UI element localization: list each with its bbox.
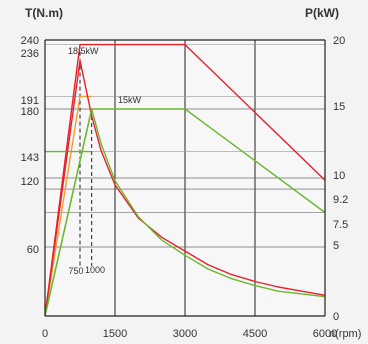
y-left-tick-label-5: 236 xyxy=(21,48,39,60)
x-tick-label-4: 6000 xyxy=(313,328,337,340)
y-left-tick-label-1: 120 xyxy=(21,176,39,188)
series-line-4 xyxy=(44,60,326,317)
y-right-axis-title: P(kW) xyxy=(305,6,339,20)
x-tick-label-2: 3000 xyxy=(173,328,197,340)
y-right-tick-label-0: 0 xyxy=(333,311,339,323)
dashed-guides xyxy=(79,44,93,266)
y-left-tick-label-0: 60 xyxy=(27,244,39,256)
y-left-tick-label-4: 191 xyxy=(21,95,39,107)
y-right-tick-label-1: 5 xyxy=(333,240,339,252)
y-right-tick-label-3: 9.2 xyxy=(333,194,348,206)
x-tick-label-3: 4500 xyxy=(243,328,267,340)
annotation-1: 15kW xyxy=(118,95,142,105)
x-tick-label-1: 1500 xyxy=(103,328,127,340)
annotation-3: 1000 xyxy=(85,265,105,275)
axes xyxy=(44,39,326,317)
x-axis-title: n(rpm) xyxy=(329,328,361,340)
series-line-5 xyxy=(44,108,326,317)
y-left-axis-title: T(N.m) xyxy=(25,6,63,20)
series-line-0 xyxy=(44,43,326,317)
y-right-tick-label-5: 15 xyxy=(333,101,345,113)
y-right-tick-label-4: 10 xyxy=(333,170,345,182)
y-left-tick-label-6: 240 xyxy=(21,35,39,47)
y-left-tick-label-3: 180 xyxy=(21,106,39,118)
y-right-tick-label-2: 7.5 xyxy=(333,219,348,231)
y-left-tick-label-2: 143 xyxy=(21,152,39,164)
y-right-tick-label-6: 20 xyxy=(333,35,345,47)
annotation-0: 18.5kW xyxy=(68,46,99,56)
x-tick-label-0: 0 xyxy=(42,328,48,340)
series-lines xyxy=(44,43,326,317)
annotation-2: 750 xyxy=(68,266,83,276)
annotations: 18.5kW 15kW 750 1000 xyxy=(68,46,142,276)
